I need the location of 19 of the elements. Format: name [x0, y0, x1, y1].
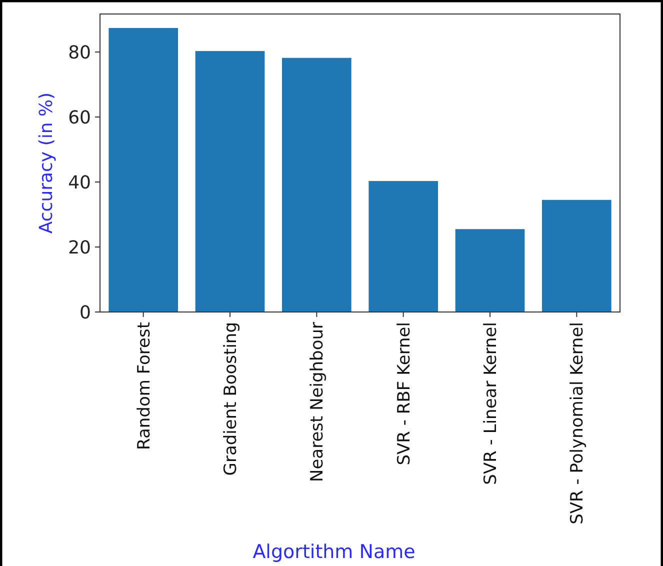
- bar: [195, 51, 265, 312]
- x-tick-label: Gradient Boosting: [221, 322, 241, 476]
- bar: [368, 181, 438, 312]
- x-tick-label: SVR - RBF Kernel: [394, 322, 414, 466]
- x-tick-label: SVR - Polynomial Kernel: [568, 322, 588, 524]
- bar: [108, 28, 178, 312]
- y-tick-label: 80: [68, 42, 91, 64]
- x-tick-label: Nearest Neighbour: [308, 322, 328, 482]
- bar: [542, 200, 612, 312]
- y-tick-label: 0: [80, 302, 91, 324]
- bar: [282, 58, 352, 312]
- y-tick-label: 20: [68, 237, 91, 258]
- x-tick-label: SVR - Linear Kernel: [481, 322, 501, 485]
- y-axis-title: Accuracy (in %): [36, 92, 57, 234]
- bar: [455, 229, 525, 312]
- x-tick-label: Random Forest: [134, 322, 154, 450]
- y-tick-label: 60: [68, 107, 91, 128]
- y-tick-label: 40: [68, 172, 91, 194]
- x-axis-title: Algortithm Name: [252, 541, 416, 563]
